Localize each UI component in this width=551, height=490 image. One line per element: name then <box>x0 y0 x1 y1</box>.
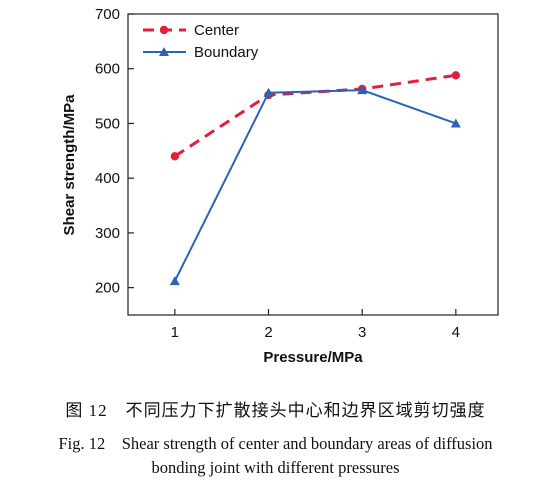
figure-caption-english-line1: Fig. 12 Shear strength of center and bou… <box>58 434 493 453</box>
y-tick-label: 200 <box>95 280 120 297</box>
x-tick-label: 2 <box>264 324 272 341</box>
x-tick-label: 1 <box>171 324 179 341</box>
legend-label-center: Center <box>194 22 239 39</box>
x-tick-label: 4 <box>452 324 460 341</box>
series-line-center <box>174 73 457 158</box>
x-tick-label: 3 <box>358 324 366 341</box>
legend-label-boundary: Boundary <box>194 44 259 61</box>
series-group <box>169 71 461 286</box>
data-point-boundary <box>169 276 180 286</box>
y-tick-label: 700 <box>95 6 120 23</box>
legend: Center Boundary <box>143 22 259 61</box>
y-tick-label: 400 <box>95 170 120 187</box>
data-point-boundary <box>357 85 368 95</box>
data-point-center <box>451 71 461 80</box>
x-axis-title: Pressure/MPa <box>263 349 363 366</box>
y-tick-label: 600 <box>95 61 120 78</box>
y-tick-label: 500 <box>95 115 120 132</box>
figure-caption-chinese: 图 12 不同压力下扩散接头中心和边界区域剪切强度 <box>65 401 486 420</box>
legend-marker-center <box>159 25 169 35</box>
data-point-center <box>170 152 180 161</box>
figure-caption-english-line2: bonding joint with different pressures <box>151 458 400 477</box>
y-ticks: 200 300 400 500 600 700 <box>95 6 134 297</box>
legend-marker-boundary <box>159 47 169 56</box>
data-point-boundary <box>450 118 461 128</box>
series-line-boundary <box>173 89 457 282</box>
y-axis-title: Shear strength/MPa <box>61 94 78 236</box>
plot-frame <box>127 13 499 316</box>
x-ticks: 1 2 3 4 <box>171 309 460 341</box>
y-tick-label: 300 <box>95 225 120 242</box>
chart: 1 2 3 4 200 300 400 500 600 700 Center Boundary P… <box>61 6 499 366</box>
data-point-boundary <box>263 87 274 97</box>
